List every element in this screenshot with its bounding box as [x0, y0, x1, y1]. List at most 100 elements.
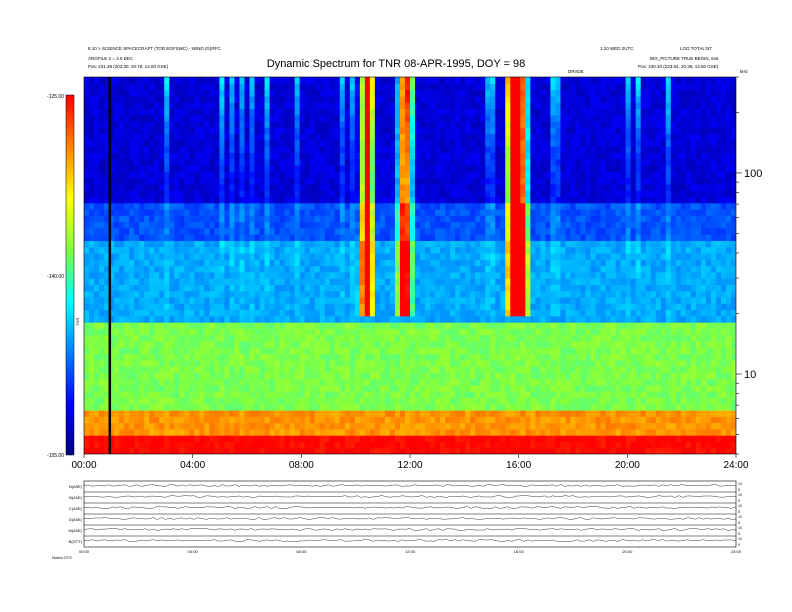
heatmap-cell — [460, 366, 466, 373]
heatmap-cell — [425, 215, 431, 223]
heatmap-cell — [189, 265, 195, 273]
heatmap-cell — [445, 340, 451, 348]
heatmap-cell — [134, 246, 140, 254]
heatmap-cell — [455, 127, 461, 135]
heatmap-cell — [199, 391, 205, 399]
heatmap-cell — [244, 89, 251, 97]
heatmap-cell — [154, 334, 160, 342]
heatmap-cell — [159, 271, 165, 279]
heatmap-cell — [384, 441, 391, 449]
heatmap-cell — [239, 164, 246, 172]
heatmap-cell — [445, 309, 451, 317]
heatmap-cell — [435, 164, 441, 172]
heatmap-cell — [304, 108, 311, 116]
heatmap-cell — [334, 422, 341, 430]
heatmap-cell — [309, 359, 316, 367]
heatmap-cell — [460, 227, 466, 235]
heatmap-cell — [214, 252, 221, 260]
heatmap-cell — [299, 366, 306, 373]
heatmap-cell — [339, 240, 346, 248]
heatmap-cell — [470, 146, 476, 153]
heatmap-cell — [94, 171, 100, 179]
heatmap-cell — [364, 240, 371, 248]
heatmap-cell — [369, 146, 376, 153]
heatmap-cell — [189, 196, 195, 204]
heatmap-cell — [384, 372, 391, 380]
heatmap-cell — [189, 447, 195, 454]
heatmap-cell — [109, 309, 115, 317]
heatmap-cell — [264, 428, 271, 436]
heatmap-cell — [460, 359, 466, 367]
heatmap-cell — [159, 435, 165, 443]
heatmap-cell — [149, 221, 155, 229]
heatmap-cell — [164, 447, 170, 454]
heatmap-cell — [314, 378, 321, 386]
heatmap-cell — [224, 340, 231, 348]
heatmap-cell — [369, 240, 376, 248]
heatmap-cell — [399, 265, 406, 273]
heatmap-cell — [460, 158, 466, 166]
heatmap-cell — [389, 347, 396, 355]
heatmap-cell — [124, 158, 130, 166]
heatmap-cell — [199, 234, 205, 241]
heatmap-cell — [425, 322, 431, 329]
heatmap-cell — [430, 183, 436, 191]
heatmap-cell — [84, 120, 90, 128]
heatmap-cell — [299, 428, 306, 436]
heatmap-cell — [440, 215, 446, 223]
heatmap-cell — [420, 303, 426, 311]
heatmap-cell — [264, 391, 271, 399]
heatmap-cell — [450, 208, 456, 216]
heatmap-cell — [99, 328, 105, 336]
heatmap-cell — [470, 397, 476, 405]
heatmap-cell — [460, 441, 466, 449]
heatmap-cell — [134, 284, 140, 292]
heatmap-cell — [94, 284, 100, 292]
heatmap-cell — [239, 120, 246, 128]
heatmap-cell — [425, 227, 431, 235]
heatmap-cell — [249, 322, 256, 329]
heatmap-cell — [149, 164, 155, 172]
heatmap-cell — [84, 240, 90, 248]
heatmap-cell — [114, 158, 120, 166]
heatmap-cell — [354, 208, 361, 216]
heatmap-cell — [480, 340, 486, 348]
heatmap-cell — [204, 196, 210, 204]
heatmap-cell — [209, 296, 215, 304]
heatmap-cell — [344, 190, 351, 197]
heatmap-cell — [124, 416, 130, 424]
heatmap-cell — [104, 353, 110, 361]
heatmap-cell — [384, 152, 391, 160]
heatmap-cell — [415, 139, 421, 147]
heatmap-cell — [109, 435, 115, 443]
heatmap-cell — [279, 171, 286, 179]
heatmap-cell — [114, 322, 120, 329]
heatmap-cell — [410, 158, 416, 166]
heatmap-cell — [134, 322, 140, 329]
heatmap-cell — [495, 183, 501, 191]
heatmap-cell — [354, 410, 361, 417]
heatmap-cell — [119, 391, 125, 399]
heatmap-cell — [94, 422, 100, 430]
heatmap-cell — [209, 391, 215, 399]
heatmap-cell — [134, 359, 140, 367]
heatmap-cell — [284, 265, 291, 273]
heatmap-cell — [460, 397, 466, 405]
heatmap-cell — [284, 435, 291, 443]
heatmap-cell — [359, 202, 366, 210]
heatmap-cell — [430, 435, 436, 443]
heatmap-cell — [239, 353, 246, 361]
heatmap-cell — [309, 303, 316, 311]
heatmap-cell — [404, 215, 411, 223]
heatmap-cell — [374, 102, 381, 110]
heatmap-cell — [254, 246, 261, 254]
heatmap-cell — [109, 271, 115, 279]
heatmap-cell — [154, 252, 160, 260]
heatmap-cell — [129, 95, 135, 103]
heatmap-cell — [264, 315, 271, 323]
heatmap-cell — [435, 190, 441, 197]
heatmap-cell — [224, 252, 231, 260]
heatmap-cell — [389, 234, 396, 241]
heatmap-cell — [324, 284, 331, 292]
heatmap-cell — [239, 177, 246, 185]
